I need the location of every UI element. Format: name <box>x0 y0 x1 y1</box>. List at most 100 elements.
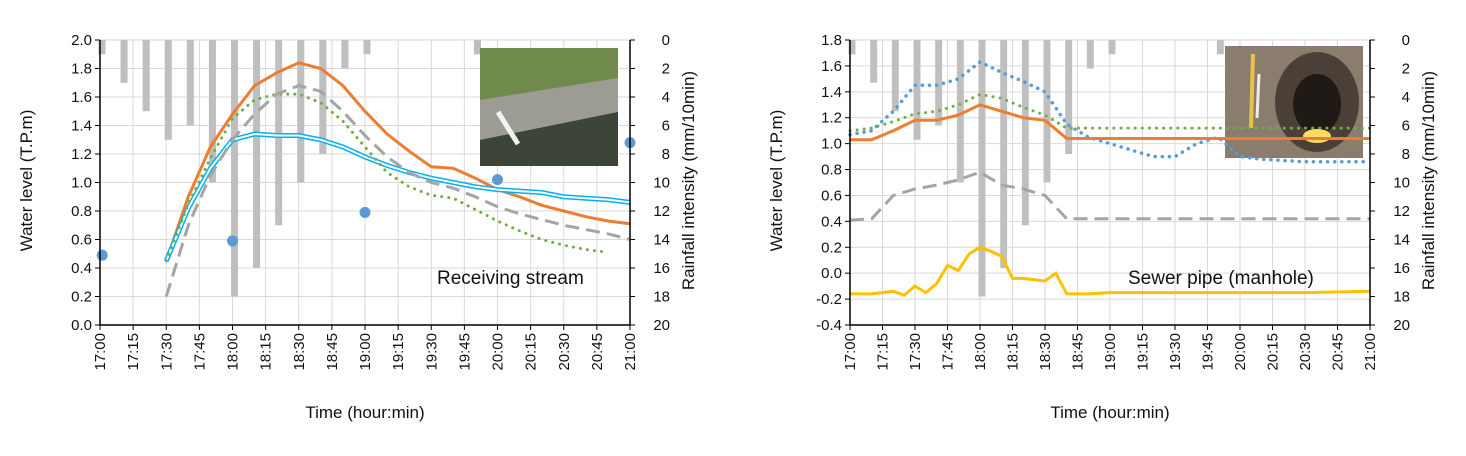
rainfall-bar <box>1108 40 1116 55</box>
y-tick-label: -0.4 <box>816 317 842 334</box>
x-tick-label: 20:45 <box>1330 333 1347 371</box>
y-tick-label: -0.2 <box>816 291 842 308</box>
x-tick-label: 19:15 <box>1135 333 1152 371</box>
x-tick-label: 20:00 <box>1232 333 1249 371</box>
x-tick-label: 17:30 <box>907 333 924 371</box>
y-tick-label: 0.2 <box>71 289 92 306</box>
x-tick-label: 17:30 <box>158 333 175 371</box>
x-tick-label: 20:15 <box>523 333 540 371</box>
x-tick-label: 19:30 <box>1167 333 1184 371</box>
rainfall-bar <box>1000 40 1008 268</box>
y-tick-label: 0.6 <box>821 187 842 204</box>
y-axis-title: Water level (T.P.m) <box>17 110 36 252</box>
y2-tick-label: 10 <box>653 175 670 192</box>
rainfall-bar <box>164 40 172 140</box>
x-tick-label: 19:45 <box>456 333 473 371</box>
y-tick-label: 1.0 <box>71 175 92 192</box>
rainfall-bar <box>142 40 150 112</box>
rainfall-bar <box>978 40 986 297</box>
y2-tick-label: 14 <box>1393 232 1410 249</box>
y2-tick-label: 4 <box>662 89 670 106</box>
x-tick-label: 20:15 <box>1265 333 1282 371</box>
y-tick-label: 1.6 <box>71 89 92 106</box>
rainfall-bar <box>253 40 261 268</box>
y-tick-label: 1.2 <box>821 110 842 127</box>
y2-axis-title: Rainfall intensity (mm/10min) <box>679 71 698 290</box>
x-axis-title: Time (hour:min) <box>305 403 424 422</box>
rainfall-bar <box>891 40 899 112</box>
rainfall-bar <box>297 40 305 183</box>
x-tick-label: 19:00 <box>1102 333 1119 371</box>
rainfall-bar <box>956 40 964 183</box>
y-tick-label: 0.0 <box>71 317 92 334</box>
x-tick-label: 18:15 <box>258 333 275 371</box>
rainfall-bar <box>848 40 856 55</box>
rainfall-bar <box>98 40 106 55</box>
y2-tick-label: 2 <box>662 61 670 78</box>
y2-tick-label: 14 <box>653 232 670 249</box>
rainfall-bar <box>230 40 239 297</box>
y2-tick-label: 18 <box>653 289 670 306</box>
y2-tick-label: 2 <box>1402 61 1410 78</box>
y-tick-label: 1.2 <box>71 146 92 163</box>
y-tick-label: 0.2 <box>821 239 842 256</box>
y-tick-label: 1.8 <box>821 32 842 49</box>
y-tick-label: 1.4 <box>821 84 842 101</box>
x-tick-label: 19:15 <box>390 333 407 371</box>
x-tick-label: 20:30 <box>1297 333 1314 371</box>
x-tick-label: 20:30 <box>556 333 573 371</box>
x-tick-label: 17:00 <box>92 333 109 371</box>
rainfall-bar <box>186 40 194 126</box>
rainfall-bar <box>1043 40 1051 183</box>
photo-manhole-pipe <box>1225 46 1363 158</box>
x-tick-label: 17:45 <box>940 333 957 371</box>
rainfall-bar <box>870 40 878 83</box>
series-line-dotted <box>848 59 1372 164</box>
rainfall-bar <box>1086 40 1094 69</box>
x-tick-label: 19:30 <box>423 333 440 371</box>
rainfall-bar <box>935 40 943 126</box>
y-tick-label: 1.6 <box>821 58 842 75</box>
y2-tick-label: 8 <box>1402 146 1410 163</box>
x-tick-label: 17:15 <box>875 333 892 371</box>
series-line-dashed <box>164 84 631 297</box>
chart-sewer-pipe: -0.4 -0.2 0.0 0.2 0.4 0.6 0.8 1.0 1.2 1.4 1.6 1.8 0 2… <box>767 32 1438 422</box>
y-tick-label: 0.6 <box>71 232 92 249</box>
y2-tick-label: 16 <box>653 260 670 277</box>
y2-tick-label: 6 <box>1402 118 1410 135</box>
x-tick-label: 18:00 <box>225 333 242 371</box>
rainfall-bar <box>208 40 216 183</box>
y2-tick-label: 12 <box>653 203 670 220</box>
series-line-double <box>163 131 631 262</box>
series-line-solid <box>850 103 1370 142</box>
rainfall-bar <box>363 40 371 55</box>
x-tick-label: 18:45 <box>324 333 341 371</box>
y-tick-label: 1.0 <box>821 136 842 153</box>
y2-tick-label: 18 <box>1393 289 1410 306</box>
y-axis-title: Water level (T.P.m) <box>767 110 786 252</box>
y-tick-label: 2.0 <box>71 32 92 49</box>
y2-tick-label: 4 <box>1402 89 1410 106</box>
rainfall-bar <box>1065 40 1073 154</box>
x-tick-label: 21:00 <box>622 333 639 371</box>
observed-point <box>227 235 238 247</box>
y2-tick-label: 20 <box>1393 317 1410 334</box>
y2-tick-label: 8 <box>662 146 670 163</box>
x-tick-label: 18:45 <box>1070 333 1087 371</box>
annotation-receiving-stream: Receiving stream <box>437 268 584 289</box>
y2-axis-title: Rainfall intensity (mm/10min) <box>1419 71 1438 290</box>
observed-point <box>492 174 503 186</box>
observed-point <box>96 249 108 261</box>
observed-point <box>359 206 371 218</box>
y2-tick-label: 0 <box>662 32 670 49</box>
y-tick-label: 0.0 <box>821 265 842 282</box>
y2-tick-label: 10 <box>1393 175 1410 192</box>
x-tick-label: 17:15 <box>125 333 142 371</box>
x-tick-label: 18:15 <box>1005 333 1022 371</box>
x-tick-label: 21:00 <box>1362 333 1379 371</box>
chart-receiving-stream: 0.0 0.2 0.4 0.6 0.8 1.0 1.2 1.4 1.6 1.8 2.0 0 2 4 6 8 10… <box>17 32 698 422</box>
y2-tick-label: 12 <box>1393 203 1410 220</box>
rainfall-bar <box>275 40 283 226</box>
series-line-dotted <box>848 92 1372 133</box>
